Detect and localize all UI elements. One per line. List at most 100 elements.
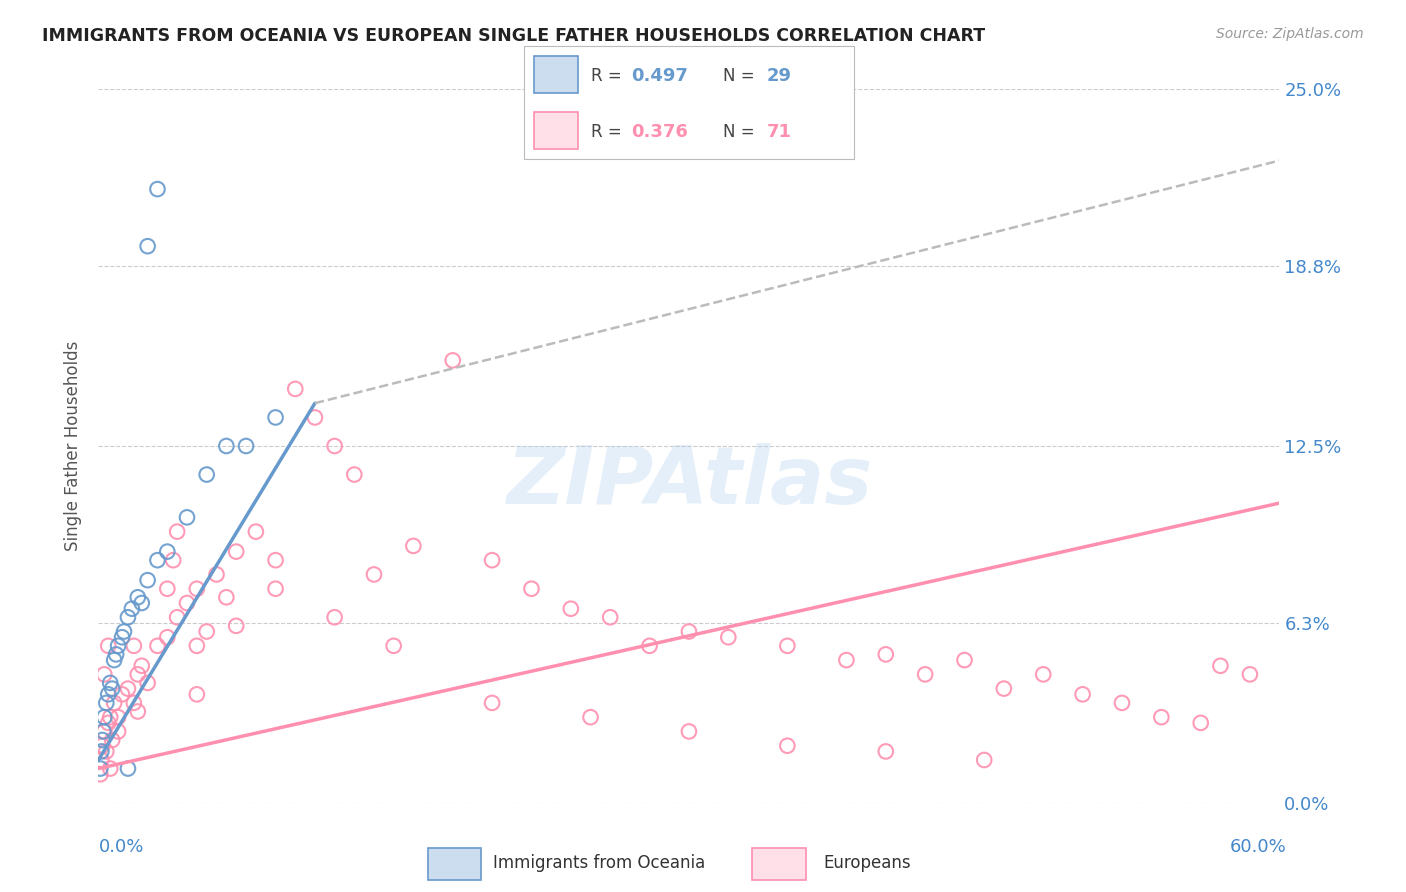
- Point: [107, 724, 129, 739]
- Text: 0.497: 0.497: [631, 67, 689, 85]
- Point: [264, 410, 287, 425]
- Bar: [534, 56, 578, 94]
- Point: [363, 567, 385, 582]
- Point: [146, 639, 169, 653]
- Point: [993, 681, 1015, 696]
- Point: [131, 596, 153, 610]
- Text: IMMIGRANTS FROM OCEANIA VS EUROPEAN SINGLE FATHER HOUSEHOLDS CORRELATION CHART: IMMIGRANTS FROM OCEANIA VS EUROPEAN SING…: [42, 27, 986, 45]
- Point: [1239, 667, 1261, 681]
- Text: Immigrants from Oceania: Immigrants from Oceania: [492, 854, 704, 872]
- Point: [195, 624, 218, 639]
- Point: [146, 553, 169, 567]
- Point: [323, 610, 346, 624]
- Point: [225, 544, 247, 558]
- Bar: [427, 848, 481, 880]
- Point: [122, 696, 145, 710]
- Point: [205, 567, 228, 582]
- Point: [156, 582, 179, 596]
- Point: [97, 687, 120, 701]
- Point: [166, 524, 188, 539]
- Point: [166, 610, 188, 624]
- Point: [101, 681, 124, 696]
- Point: [973, 753, 995, 767]
- Point: [481, 696, 503, 710]
- Point: [215, 591, 238, 605]
- Point: [914, 667, 936, 681]
- Point: [162, 553, 184, 567]
- Point: [264, 582, 287, 596]
- Point: [776, 739, 799, 753]
- Point: [93, 724, 115, 739]
- Y-axis label: Single Father Households: Single Father Households: [65, 341, 83, 551]
- Point: [111, 630, 134, 644]
- Point: [323, 439, 346, 453]
- Point: [89, 762, 111, 776]
- Point: [101, 733, 124, 747]
- Point: [112, 624, 135, 639]
- Point: [402, 539, 425, 553]
- Point: [136, 573, 159, 587]
- Point: [146, 182, 169, 196]
- Text: Europeans: Europeans: [824, 854, 911, 872]
- Text: N =: N =: [723, 67, 754, 85]
- Point: [90, 744, 112, 758]
- Point: [96, 696, 118, 710]
- Point: [1071, 687, 1094, 701]
- Point: [678, 624, 700, 639]
- Text: ZIPAtlas: ZIPAtlas: [506, 442, 872, 521]
- Text: 0.0%: 0.0%: [98, 838, 143, 855]
- Point: [91, 739, 114, 753]
- Point: [103, 653, 125, 667]
- Text: 71: 71: [766, 122, 792, 141]
- Point: [111, 687, 134, 701]
- Point: [215, 439, 238, 453]
- Point: [127, 705, 149, 719]
- Point: [176, 596, 198, 610]
- Point: [91, 733, 114, 747]
- Point: [136, 676, 159, 690]
- Point: [93, 667, 115, 681]
- Point: [117, 681, 139, 696]
- Point: [117, 610, 139, 624]
- Point: [103, 696, 125, 710]
- Text: 29: 29: [766, 67, 792, 85]
- Point: [186, 639, 208, 653]
- Point: [98, 676, 121, 690]
- Point: [127, 667, 149, 681]
- Point: [599, 610, 621, 624]
- Point: [875, 648, 897, 662]
- Point: [835, 653, 858, 667]
- Point: [117, 762, 139, 776]
- Point: [1209, 658, 1232, 673]
- Point: [97, 715, 120, 730]
- Point: [875, 744, 897, 758]
- Point: [93, 710, 115, 724]
- Point: [156, 544, 179, 558]
- Point: [343, 467, 366, 482]
- Point: [98, 710, 121, 724]
- Point: [127, 591, 149, 605]
- Point: [560, 601, 582, 615]
- Point: [953, 653, 976, 667]
- Point: [89, 767, 111, 781]
- Point: [186, 687, 208, 701]
- Point: [156, 630, 179, 644]
- Point: [1150, 710, 1173, 724]
- Point: [638, 639, 661, 653]
- Point: [107, 639, 129, 653]
- Point: [136, 239, 159, 253]
- Point: [176, 510, 198, 524]
- Bar: [534, 112, 578, 149]
- Text: 0.376: 0.376: [631, 122, 689, 141]
- Point: [107, 710, 129, 724]
- Point: [284, 382, 307, 396]
- Point: [98, 762, 121, 776]
- FancyBboxPatch shape: [523, 45, 855, 160]
- Point: [225, 619, 247, 633]
- Point: [195, 467, 218, 482]
- Text: R =: R =: [591, 122, 621, 141]
- Point: [235, 439, 257, 453]
- Point: [131, 658, 153, 673]
- Point: [579, 710, 602, 724]
- Point: [97, 639, 120, 653]
